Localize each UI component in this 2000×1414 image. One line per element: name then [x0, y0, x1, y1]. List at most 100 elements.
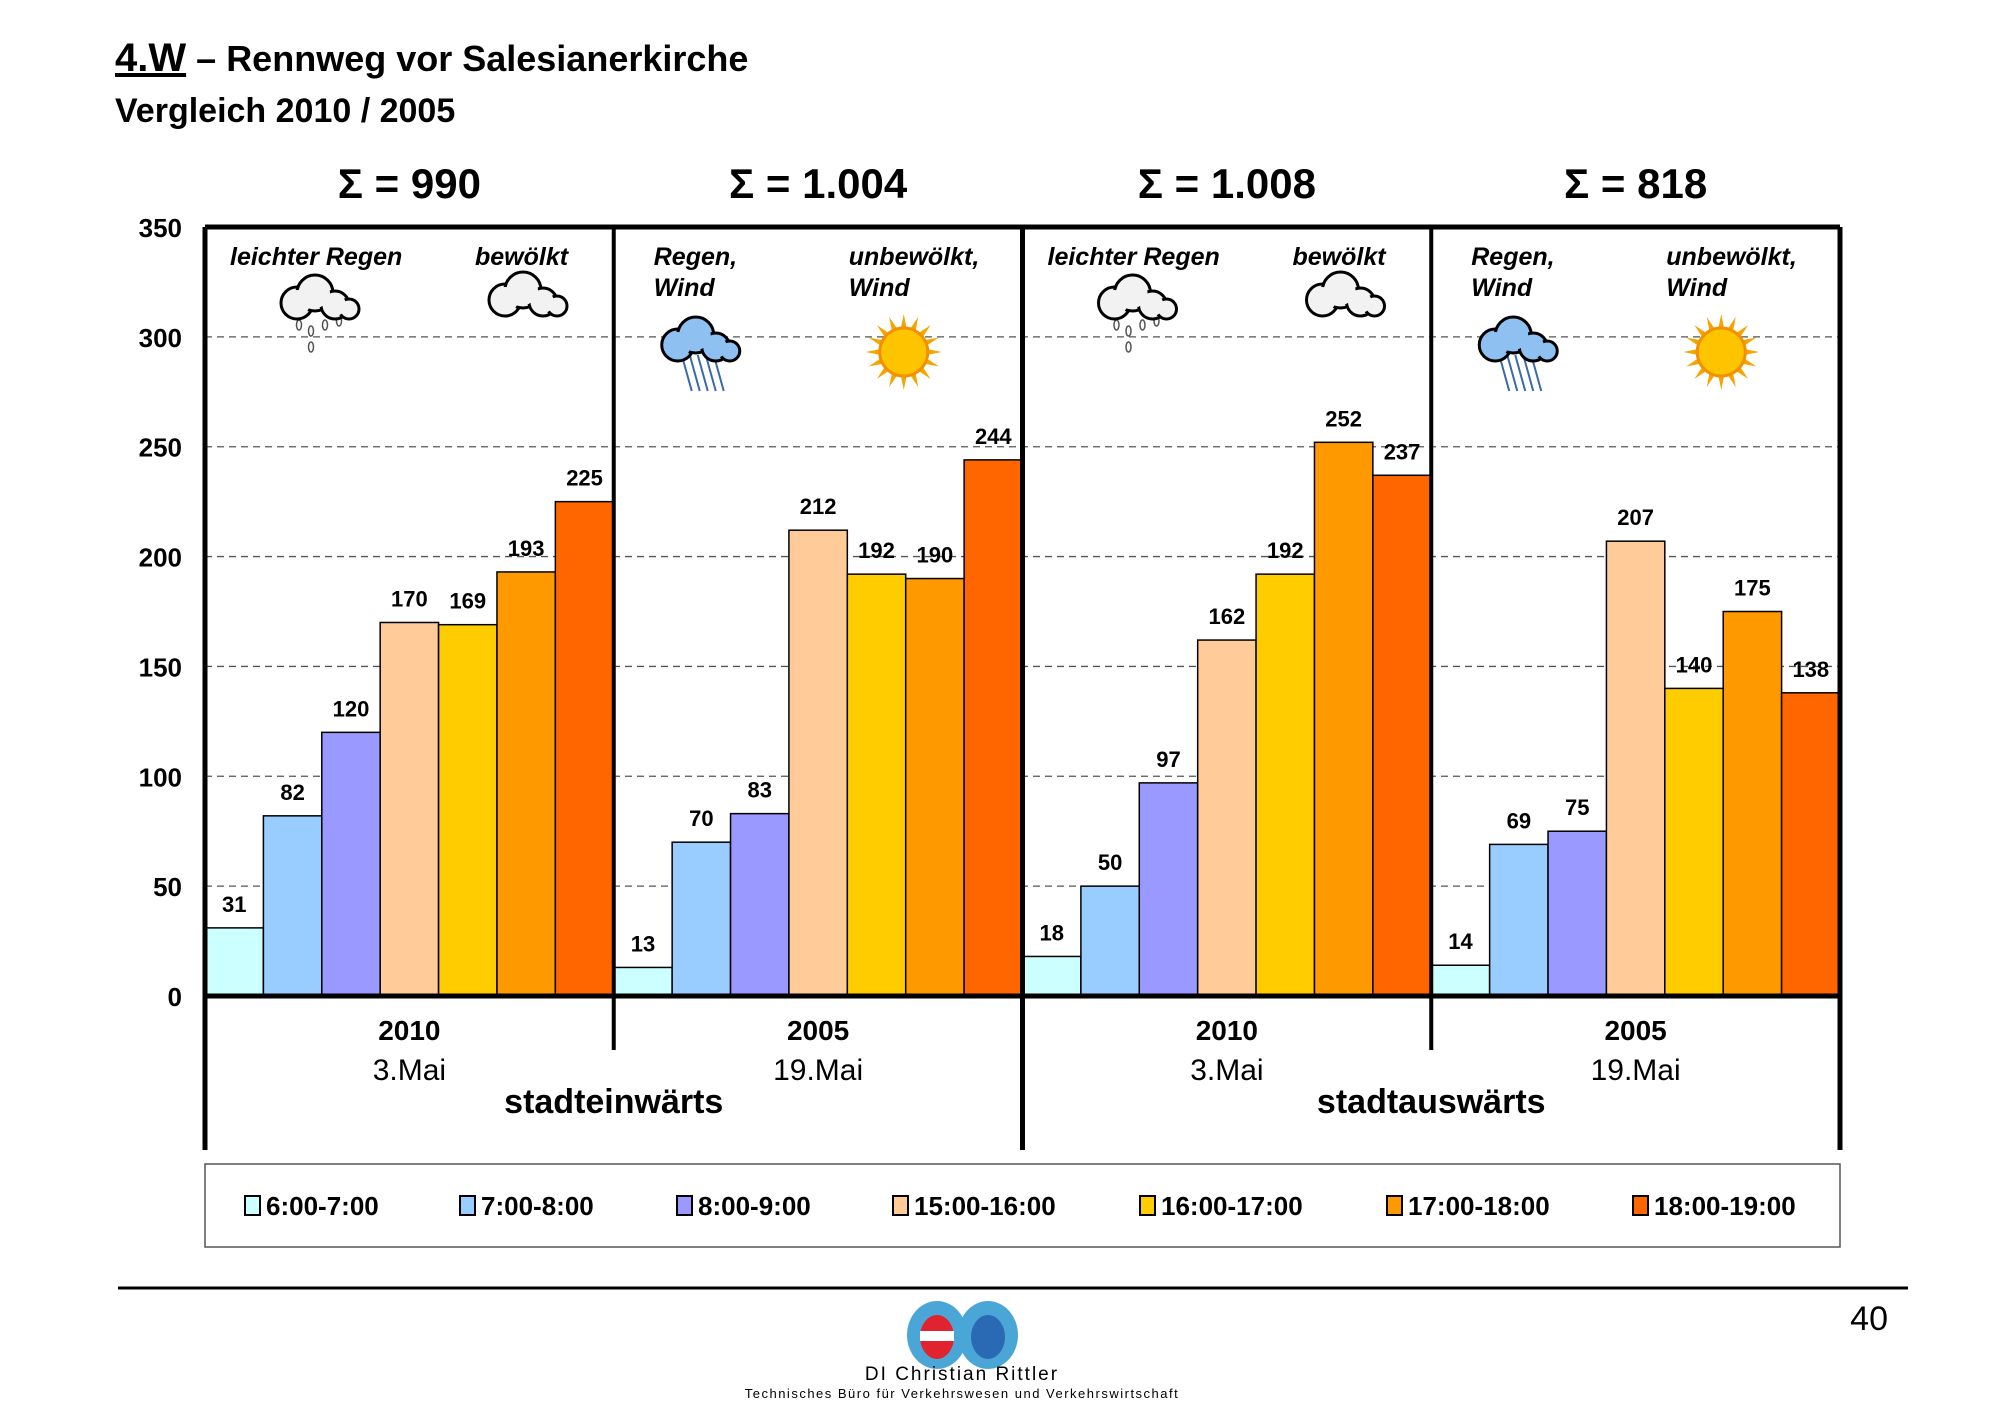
cloud-icon — [1305, 270, 1386, 318]
legend-label: 6:00-7:00 — [266, 1191, 379, 1221]
group-year-label: 2005 — [787, 1015, 849, 1046]
eu-flag — [971, 1315, 1005, 1359]
data-label: 50 — [1098, 850, 1122, 875]
data-label: 244 — [975, 424, 1012, 449]
section-code: 4.W — [115, 36, 187, 80]
rain-streak — [1514, 354, 1527, 392]
rain-streak — [696, 354, 709, 392]
sun-ray — [900, 373, 908, 390]
sun-ray — [925, 348, 942, 356]
weather-label: Wind — [1471, 274, 1533, 302]
bar — [262, 815, 323, 997]
data-label: 140 — [1676, 652, 1713, 677]
company-name: DI Christian Rittler — [865, 1364, 1059, 1385]
data-label: 82 — [280, 780, 304, 805]
austria-flag-stripe — [920, 1331, 954, 1341]
y-tick-label: 300 — [139, 323, 182, 353]
page-title: 4.W – Rennweg vor Salesianerkirche — [115, 36, 748, 81]
data-label: 120 — [333, 696, 370, 721]
cloud-fill — [680, 320, 711, 350]
weather-label: Regen, — [654, 243, 737, 271]
weather-label: unbewölkt, — [849, 243, 980, 271]
group-year-label: 2010 — [1196, 1015, 1258, 1046]
cloud-fill — [704, 336, 727, 358]
legend-label: 17:00-18:00 — [1408, 1191, 1550, 1221]
cloud-fill — [342, 302, 356, 316]
sun-disc — [1695, 326, 1747, 378]
cloud-fill — [1325, 275, 1356, 305]
legend-label: 8:00-9:00 — [698, 1191, 811, 1221]
bar — [1780, 692, 1841, 997]
cloud-fill — [1159, 302, 1174, 316]
group-date-label: 3.Mai — [1190, 1054, 1263, 1087]
data-label: 13 — [631, 931, 655, 956]
weather-label: bewölkt — [1293, 243, 1388, 271]
legend-swatch — [1632, 1195, 1649, 1216]
cloud-fill — [1367, 299, 1382, 313]
legend-swatch — [1139, 1195, 1156, 1216]
storm-cloud-icon — [1477, 315, 1559, 392]
cloud-fill — [550, 299, 564, 313]
cloud-icon — [487, 270, 569, 318]
sun-ray — [1743, 348, 1760, 356]
legend — [204, 1163, 1841, 1248]
cloud-fill — [1349, 291, 1372, 313]
raindrop — [1125, 325, 1132, 337]
cloud-fill — [508, 275, 538, 305]
weather-label: unbewölkt, — [1666, 243, 1797, 271]
bar — [963, 459, 1024, 997]
data-label: 97 — [1156, 747, 1180, 772]
y-tick-label: 250 — [139, 433, 182, 463]
direction-label: stadteinwärts — [504, 1083, 723, 1121]
data-label: 175 — [1734, 576, 1771, 601]
legend-swatch — [1386, 1195, 1403, 1216]
light-rain-cloud-icon — [279, 273, 361, 353]
sum-label: Σ = 1.004 — [729, 160, 908, 207]
group-year-label: 2010 — [378, 1015, 440, 1046]
raindrop — [1139, 319, 1146, 331]
y-tick-label: 200 — [139, 543, 182, 573]
cloud-fill — [1117, 278, 1148, 308]
sun-icon — [1683, 314, 1760, 390]
bar — [1021, 955, 1082, 997]
rain-streak — [1522, 354, 1535, 392]
data-label: 193 — [508, 536, 545, 561]
company-logo — [907, 1301, 1018, 1369]
y-tick-label: 50 — [153, 872, 182, 902]
data-label: 237 — [1384, 439, 1421, 464]
bar — [437, 623, 498, 997]
weather-label: Wind — [1666, 274, 1728, 302]
sun-ray — [1717, 314, 1725, 331]
legend-swatch — [244, 1195, 261, 1216]
raindrop — [307, 341, 315, 353]
rain-streak — [1506, 354, 1519, 392]
sun-disc — [878, 326, 930, 378]
data-label: 70 — [689, 806, 713, 831]
data-label: 190 — [917, 543, 954, 568]
sun-ray — [1717, 373, 1725, 390]
title-dash: – — [196, 38, 217, 79]
group-date-label: 19.Mai — [773, 1054, 863, 1087]
weather-label: Wind — [849, 274, 911, 302]
bar — [729, 812, 790, 997]
data-label: 14 — [1448, 929, 1473, 954]
data-label: 162 — [1209, 604, 1246, 629]
data-label: 75 — [1565, 795, 1589, 820]
group-date-label: 19.Mai — [1591, 1054, 1681, 1087]
data-label: 18 — [1039, 920, 1063, 945]
data-label: 31 — [222, 892, 246, 917]
group-date-label: 3.Mai — [373, 1054, 446, 1087]
cloud-fill — [1141, 294, 1164, 316]
raindrop — [307, 325, 315, 337]
bar — [321, 731, 381, 997]
legend-label: 7:00-8:00 — [481, 1191, 594, 1221]
raindrop — [1125, 341, 1132, 353]
weather-label: Regen, — [1471, 243, 1554, 271]
data-label: 83 — [747, 778, 771, 803]
raindrop — [1113, 319, 1120, 331]
light-rain-cloud-icon — [1097, 273, 1178, 353]
data-label: 207 — [1617, 505, 1654, 530]
bar — [846, 573, 907, 997]
sun-icon — [865, 314, 942, 390]
data-label: 252 — [1325, 406, 1362, 431]
